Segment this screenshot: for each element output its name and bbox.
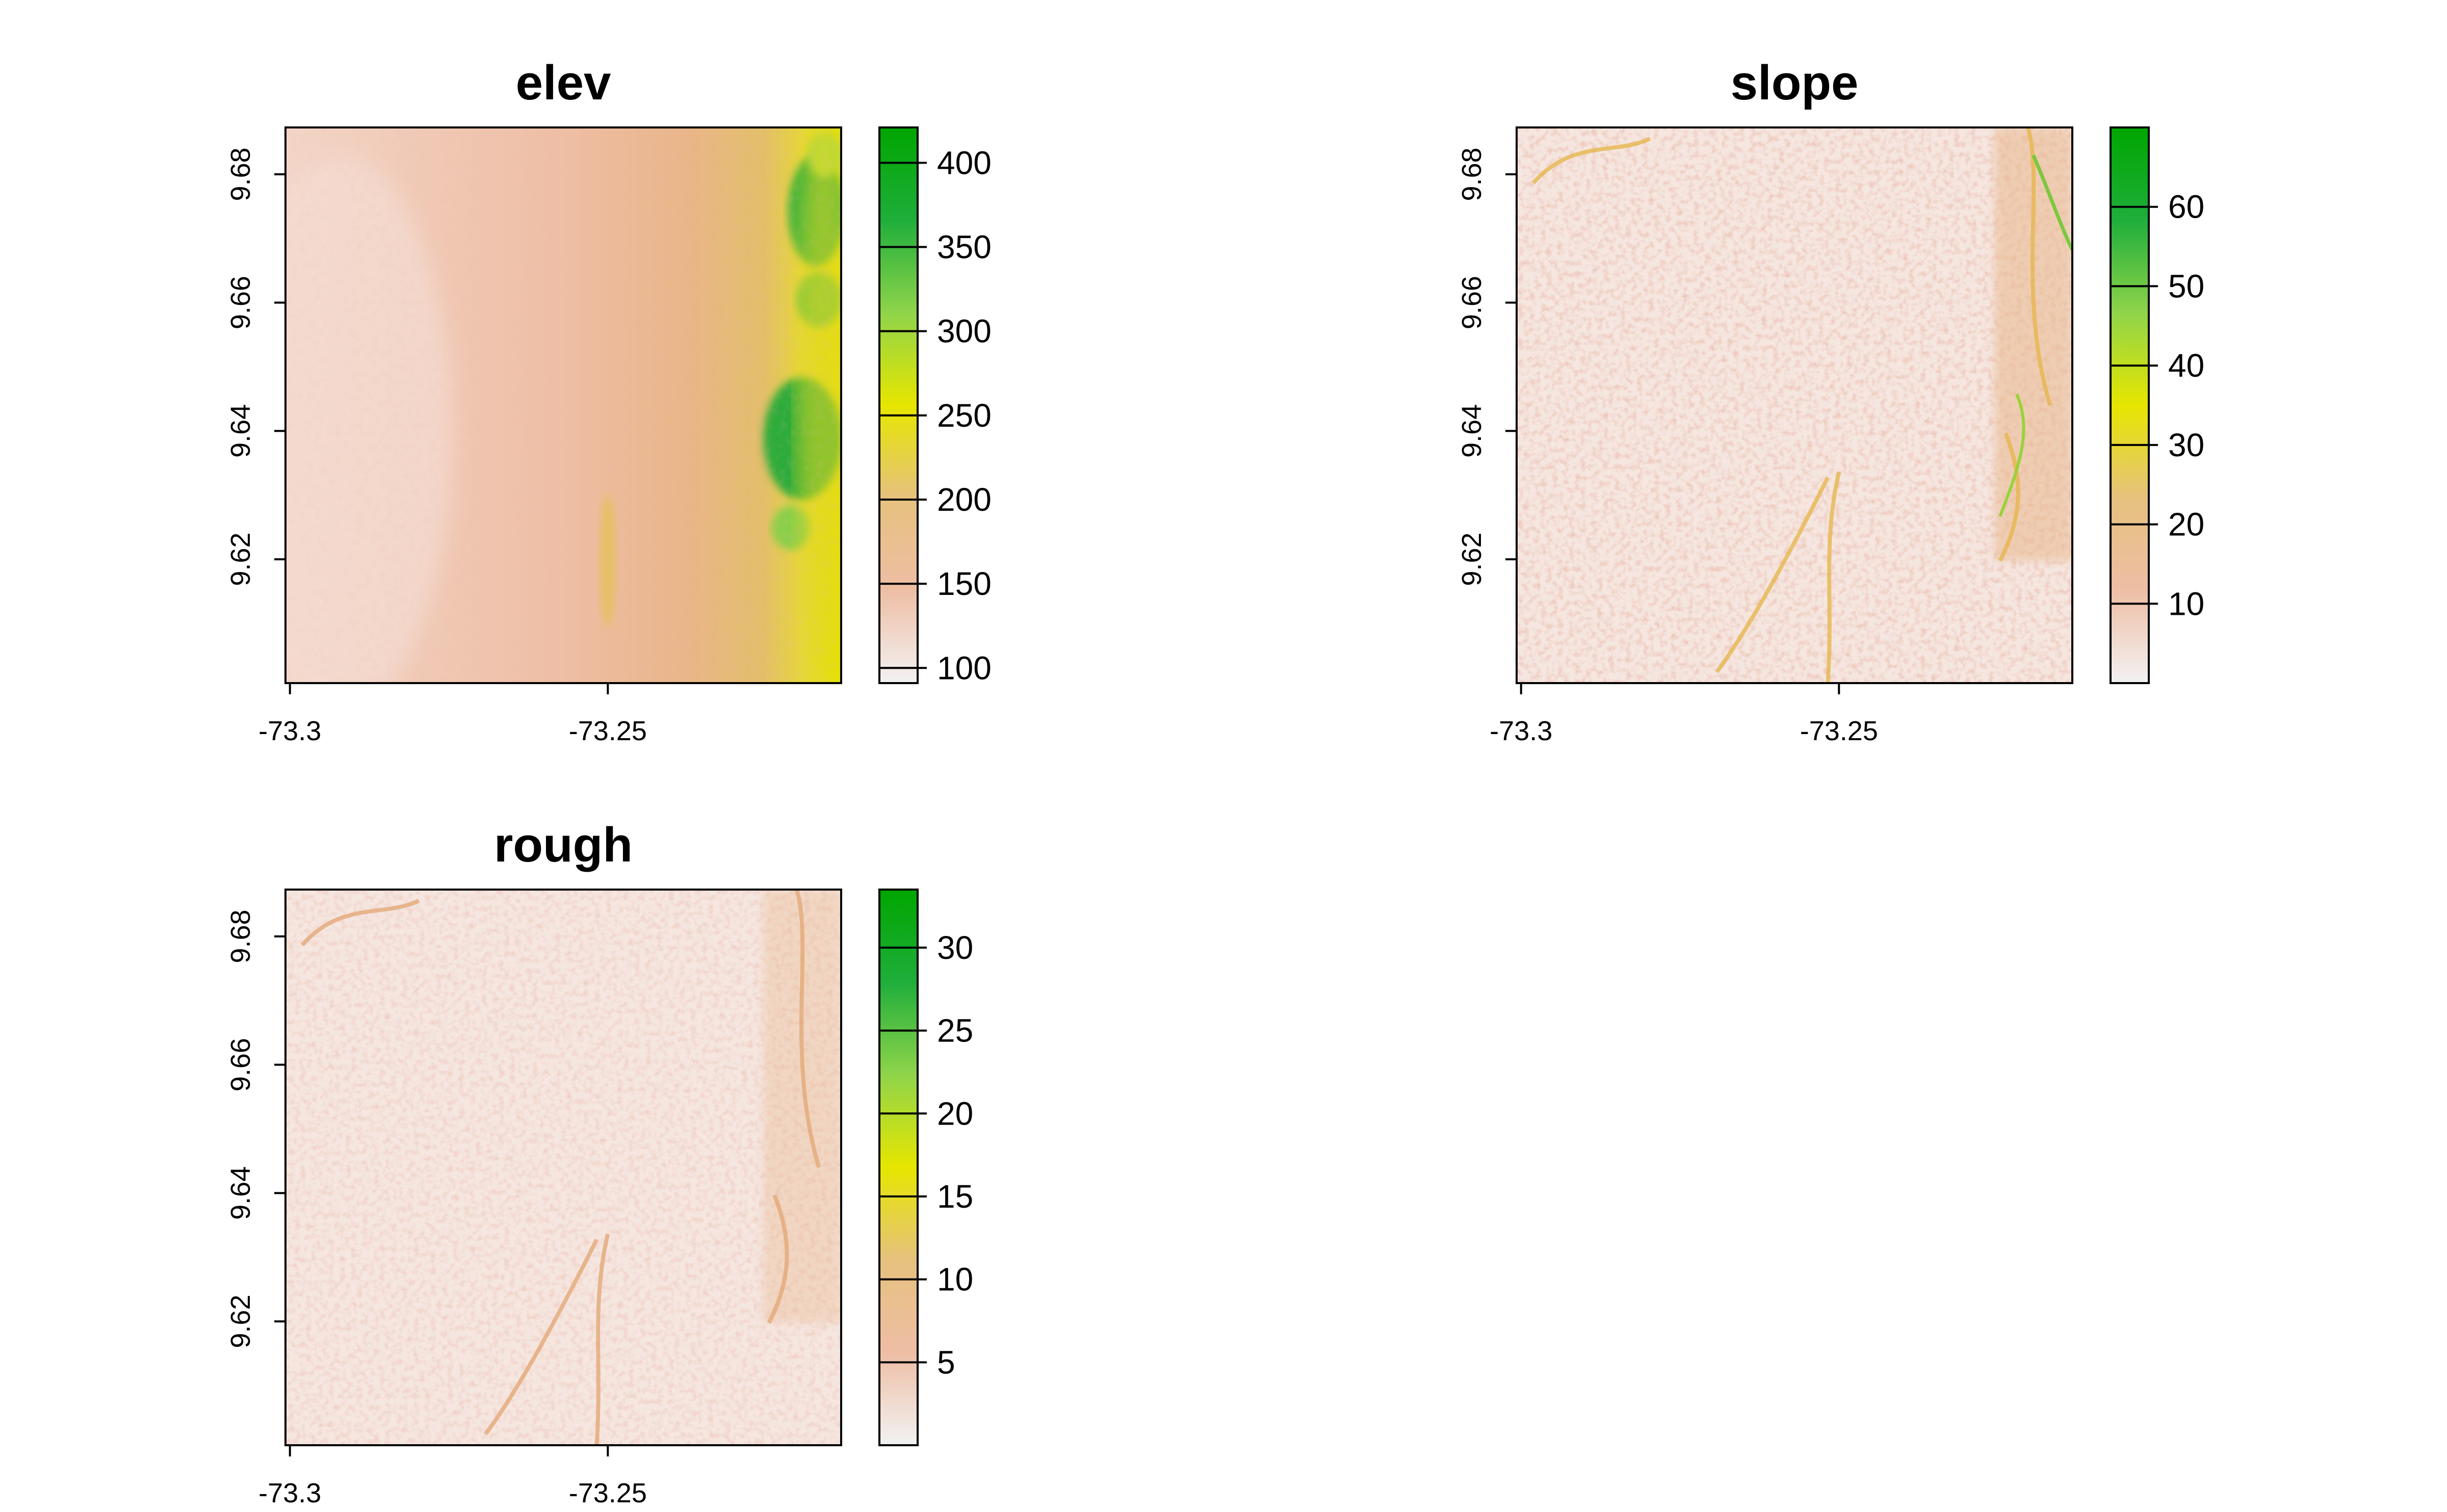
ridge-line: [1998, 432, 2020, 562]
colorbar-label: 15: [937, 1178, 973, 1215]
colorbar-label: 350: [937, 229, 992, 266]
y-tick-label: 9.68: [1456, 147, 1487, 201]
colorbar-label: 10: [2168, 585, 2204, 622]
colorbar-label: 400: [937, 144, 992, 181]
x-axis: -73.3 -73.25: [1490, 683, 1878, 746]
colorbar-label: 40: [2168, 347, 2204, 384]
y-tick-label: 9.66: [1456, 276, 1487, 329]
y-tick-label: 9.64: [1456, 404, 1487, 458]
colorbar-label: 20: [2168, 506, 2204, 543]
ridge-line: [594, 1233, 610, 1445]
raster-image: [285, 890, 841, 1445]
y-tick-label: 9.64: [225, 404, 256, 458]
cliff-line: [2032, 154, 2072, 251]
y-tick-label: 9.68: [225, 147, 256, 201]
x-tick-label: -73.3: [1490, 716, 1552, 746]
ridge-line: [2025, 127, 2052, 406]
colorbar-fill: [879, 127, 918, 683]
x-axis: -73.3 -73.25: [258, 1445, 647, 1508]
panel-rough: rough -73.3 -73.25 9.62 9.64 9.66 9.68 5 10 15…: [225, 818, 973, 1508]
colorbar-frame: [878, 126, 919, 684]
plot-frame: [284, 889, 842, 1446]
terrain-texture: [1517, 127, 2072, 683]
colorbar-label: 250: [937, 397, 992, 434]
x-tick-label: -73.3: [258, 716, 321, 746]
x-tick-label: -73.25: [569, 716, 647, 746]
x-tick-label: -73.3: [258, 1478, 321, 1508]
cliff-line: [1998, 394, 2025, 517]
colorbar-frame: [2110, 126, 2150, 684]
colorbar-fill: [879, 890, 918, 1445]
y-axis: 9.62 9.64 9.66 9.68: [225, 147, 285, 586]
terrain-texture: [285, 890, 841, 1445]
terrain-texture: [285, 127, 841, 683]
panel-title: elev: [516, 56, 611, 110]
colorbar-label: 5: [937, 1344, 955, 1380]
legend-colorbar: 100 150 200 250 300 350 400: [878, 126, 992, 686]
ridge-line: [300, 899, 420, 947]
colorbar-label: 300: [937, 313, 992, 350]
colorbar-label: 50: [2168, 268, 2204, 304]
colorbar-label: 30: [937, 929, 973, 966]
y-tick-label: 9.66: [225, 276, 256, 329]
colorbar-label: 100: [937, 649, 992, 686]
legend-colorbar: 10 20 30 40 50 60: [2110, 126, 2204, 684]
x-tick-label: -73.25: [569, 1478, 647, 1508]
y-axis: 9.62 9.64 9.66 9.68: [1456, 147, 1517, 586]
legend-colorbar: 5 10 15 20 25 30: [878, 889, 973, 1446]
colorbar-label: 30: [2168, 427, 2204, 463]
y-tick-label: 9.62: [225, 1295, 256, 1348]
plot-frame: [1516, 126, 2073, 684]
ridge-line: [1826, 471, 1841, 683]
panel-title: rough: [494, 818, 633, 872]
colorbar-frame: [878, 889, 919, 1446]
panel-title: slope: [1731, 56, 1859, 110]
plot-frame: [284, 126, 842, 684]
y-tick-label: 9.64: [225, 1166, 256, 1220]
colorbar-fill: [2111, 127, 2149, 683]
ridge-line: [484, 1238, 598, 1436]
ridge-line: [1531, 137, 1651, 185]
panel-slope: slope -73.3 -73.25 9.62 9.64 9.66 9.68 10 20 3…: [1456, 56, 2204, 746]
x-axis: -73.3 -73.25: [258, 683, 647, 746]
colorbar-label: 150: [937, 565, 992, 602]
colorbar-label: 10: [937, 1261, 973, 1298]
colorbar-label: 200: [937, 481, 992, 518]
panel-elev: elev -73.3 -73.25 9.62 9.64 9.66 9.68 100 150…: [225, 56, 992, 746]
ridge-line: [767, 1194, 789, 1324]
raster-image: [1517, 127, 2072, 683]
y-axis: 9.62 9.64 9.66 9.68: [225, 909, 285, 1348]
y-tick-label: 9.68: [225, 909, 256, 963]
colorbar-label: 25: [937, 1012, 973, 1049]
ridge-line: [794, 890, 821, 1168]
raster-image: [285, 127, 841, 683]
y-tick-label: 9.62: [1456, 533, 1487, 586]
x-tick-label: -73.25: [1800, 716, 1878, 746]
colorbar-label: 20: [937, 1095, 973, 1132]
y-tick-label: 9.62: [225, 533, 256, 586]
y-tick-label: 9.66: [225, 1038, 256, 1091]
ridge-line: [1715, 476, 1830, 673]
colorbar-label: 60: [2168, 189, 2204, 225]
